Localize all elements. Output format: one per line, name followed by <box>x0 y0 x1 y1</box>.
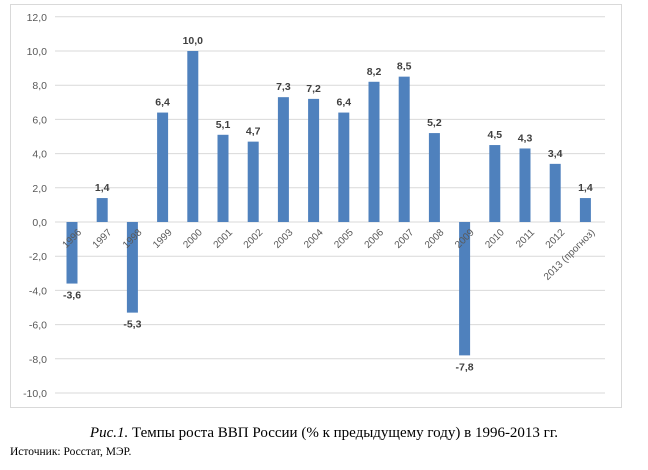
bar-1996 <box>66 222 78 284</box>
data-label: 6,4 <box>155 97 170 109</box>
y-tick-label: -2,0 <box>29 251 47 263</box>
data-label: 4,7 <box>246 126 261 138</box>
data-label: 6,4 <box>336 97 351 109</box>
data-label: -5,3 <box>123 319 141 331</box>
y-tick-label: -4,0 <box>29 285 47 297</box>
y-tick-label: -8,0 <box>29 354 47 366</box>
data-label: -3,6 <box>63 290 81 302</box>
y-tick-label: 4,0 <box>32 149 47 161</box>
y-tick-label: -6,0 <box>29 320 47 332</box>
data-label: 5,2 <box>427 117 442 129</box>
data-label: 3,4 <box>548 148 563 160</box>
bar-2008 <box>428 133 440 222</box>
bar-2012 <box>549 163 561 222</box>
data-label: 5,1 <box>216 119 231 131</box>
y-tick-label: 2,0 <box>32 183 47 195</box>
source-note: Источник: Росстат, МЭР. <box>10 446 132 458</box>
y-tick-label: -10,0 <box>23 388 47 400</box>
data-label: 1,4 <box>578 182 593 194</box>
bar-2002 <box>247 141 259 222</box>
y-tick-label: 6,0 <box>32 114 47 126</box>
bar-2007 <box>398 76 410 223</box>
bar-2004 <box>308 98 320 222</box>
bar-1999 <box>157 112 169 222</box>
data-label: 4,3 <box>518 132 533 144</box>
bar-1998 <box>126 222 138 313</box>
data-label: 8,5 <box>397 61 412 73</box>
data-label: 10,0 <box>183 35 204 47</box>
bar-2011 <box>519 148 531 222</box>
y-tick-label: 10,0 <box>27 46 48 58</box>
gdp-growth-chart: 12,0 10,0 8,0 6,0 4,0 2,0 0,0 -2,0 -4,0 -6,0 -8,0 -… <box>10 4 622 408</box>
bar-2001 <box>217 134 229 222</box>
data-label: 8,2 <box>367 66 382 78</box>
caption-prefix: Рис.1. <box>89 425 129 441</box>
data-label: 4,5 <box>487 129 502 141</box>
figure-caption: Рис.1. Темпы роста ВВП России (% к преды… <box>0 425 648 442</box>
y-tick-label: 0,0 <box>32 217 47 229</box>
bar-2010 <box>489 145 501 222</box>
data-label: 1,4 <box>95 182 110 194</box>
bar-2000 <box>187 51 199 222</box>
bar-2009 <box>459 222 471 356</box>
caption-text: Темпы роста ВВП России (% к предыдущему … <box>128 425 559 441</box>
bar-2006 <box>368 81 380 222</box>
data-label: 7,3 <box>276 81 291 93</box>
bar-2005 <box>338 112 350 222</box>
y-tick-label: 12,0 <box>27 12 48 24</box>
bar-2013 (прогноз) <box>579 198 591 222</box>
y-tick-label: 8,0 <box>32 80 47 92</box>
bar-1997 <box>96 198 108 222</box>
data-label: -7,8 <box>456 361 474 373</box>
data-label: 7,2 <box>306 83 321 95</box>
bar-2003 <box>277 97 289 222</box>
